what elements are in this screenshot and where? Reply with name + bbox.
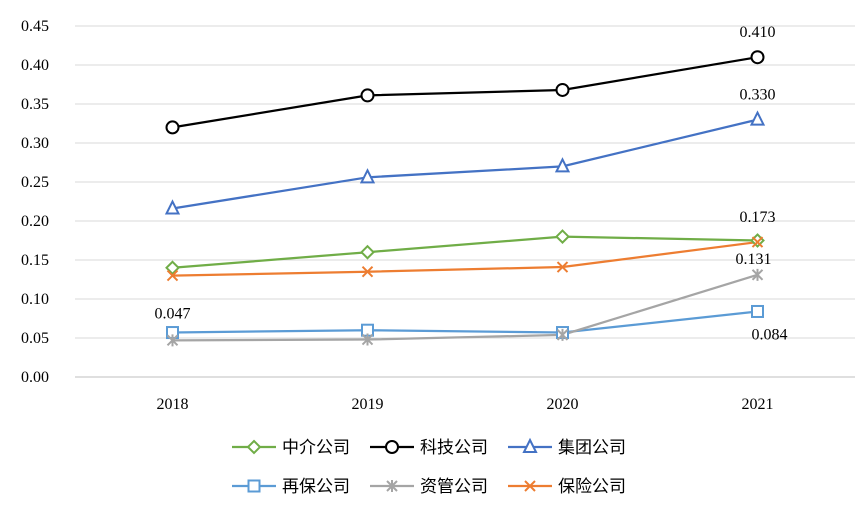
data-label: 0.410 <box>740 24 776 41</box>
data-point <box>554 157 571 173</box>
series-line <box>172 56 758 129</box>
y-tick-label: 0.20 <box>21 213 49 230</box>
legend-item: 资管公司 <box>370 477 488 497</box>
data-point <box>555 229 570 245</box>
legend-item: 中介公司 <box>232 438 350 458</box>
y-tick-label: 0.45 <box>21 18 49 35</box>
legend-label: 保险公司 <box>558 477 626 497</box>
data-point <box>749 110 766 126</box>
x-axis: 2018 2019 2020 2021 <box>157 396 774 413</box>
legend-item: 集团公司 <box>508 437 626 458</box>
y-tick-label: 0.25 <box>21 174 49 191</box>
y-tick-label: 0.05 <box>21 330 49 347</box>
data-point <box>361 265 374 278</box>
legend-marker <box>524 480 536 492</box>
data-label: 0.047 <box>155 305 191 322</box>
series-line <box>172 240 758 277</box>
series-line <box>172 235 758 269</box>
legend-label: 再保公司 <box>282 477 350 497</box>
legend-marker <box>246 439 262 455</box>
data-point <box>360 244 375 260</box>
data-point <box>166 269 179 282</box>
series-line <box>172 118 758 210</box>
data-point <box>556 261 569 273</box>
legend-marker <box>385 440 399 454</box>
legend-item: 科技公司 <box>370 438 488 458</box>
legend-item: 保险公司 <box>508 477 626 497</box>
legend-label: 资管公司 <box>420 477 488 497</box>
data-point <box>359 168 376 184</box>
series-line <box>172 310 758 334</box>
x-tick-label: 2019 <box>352 396 384 413</box>
data-point <box>751 304 764 318</box>
series-line <box>172 273 758 342</box>
data-label: 0.084 <box>752 326 788 343</box>
data-point <box>750 50 765 65</box>
data-label: 0.330 <box>740 87 776 104</box>
data-point <box>164 199 181 215</box>
data-point <box>165 260 180 276</box>
x-tick-label: 2018 <box>157 396 189 413</box>
data-point <box>750 233 765 248</box>
data-point <box>166 334 179 347</box>
x-tick-label: 2021 <box>742 396 774 413</box>
legend-marker <box>247 479 261 493</box>
data-label: 0.131 <box>736 251 772 268</box>
data-point <box>555 82 570 97</box>
data-point <box>165 120 180 135</box>
legend-marker <box>386 480 398 492</box>
y-tick-label: 0.10 <box>21 291 49 308</box>
data-point <box>751 236 764 248</box>
legend-label: 科技公司 <box>420 438 488 458</box>
legend-marker <box>522 437 538 453</box>
legend-label: 集团公司 <box>558 438 626 458</box>
y-axis: 0.00 0.05 0.10 0.15 0.20 0.25 0.30 0.35 0.40 0.45 <box>21 18 49 386</box>
legend-label: 中介公司 <box>282 438 350 458</box>
legend-item: 再保公司 <box>232 477 350 497</box>
data-label: 0.173 <box>740 209 776 226</box>
data-point <box>556 328 569 341</box>
y-tick-label: 0.40 <box>21 57 49 74</box>
y-tick-label: 0.15 <box>21 252 49 269</box>
data-point <box>751 268 764 281</box>
y-tick-label: 0.00 <box>21 369 49 386</box>
y-tick-label: 0.30 <box>21 135 49 152</box>
data-point <box>361 333 374 346</box>
data-point <box>360 88 375 103</box>
gridlines <box>75 25 855 378</box>
y-tick-label: 0.35 <box>21 96 49 113</box>
series-group <box>164 50 766 347</box>
data-labels: 0.410 0.330 0.173 0.131 0.047 0.084 <box>155 24 788 343</box>
x-tick-label: 2020 <box>547 396 579 413</box>
